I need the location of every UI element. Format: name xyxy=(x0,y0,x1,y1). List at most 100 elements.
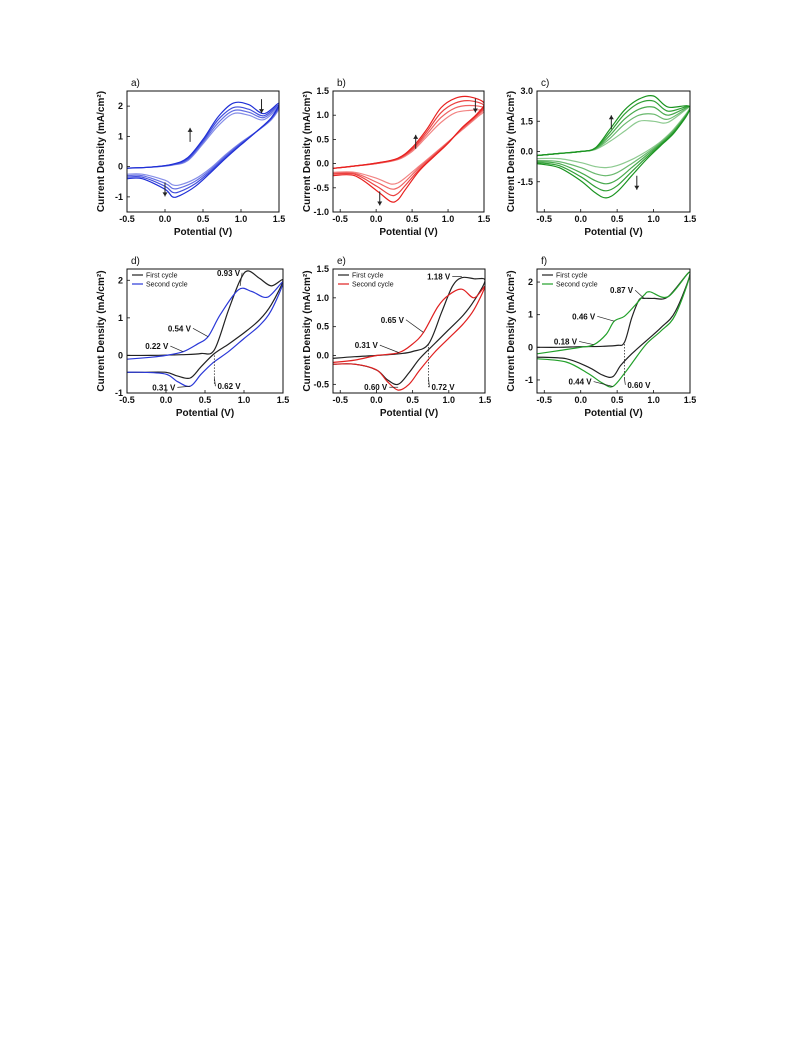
y-tick-label: 0.0 xyxy=(316,351,329,361)
y-axis-label: Current Density (mA/cm²) xyxy=(506,270,517,391)
trend-arrow-down xyxy=(634,175,640,190)
x-tick-label: 0.5 xyxy=(611,395,624,405)
svg-text:0.31 V: 0.31 V xyxy=(355,341,379,350)
legend-label: First cycle xyxy=(556,273,588,280)
series-group xyxy=(127,270,283,388)
y-tick-label: 1.0 xyxy=(316,110,329,120)
panel-c: c) -0.5 0.0 0.5 1.0 1.5 -1.5 0.0 1.5 3.0 Potential… xyxy=(506,78,696,238)
x-tick-label: 1.5 xyxy=(277,395,290,405)
x-tick-label: 1.0 xyxy=(443,395,456,405)
panel-label: e) xyxy=(337,256,346,267)
series-group xyxy=(537,271,690,388)
x-tick-label: 0.0 xyxy=(574,395,587,405)
y-axis-label: Current Density (mA/cm²) xyxy=(302,91,313,212)
series-line-3 xyxy=(537,106,690,185)
x-tick-label: 1.0 xyxy=(235,214,248,224)
trend-arrow-up xyxy=(413,134,419,149)
legend-label: Second cycle xyxy=(352,282,394,289)
series-line-2 xyxy=(537,271,690,388)
x-axis-label: Potential (V) xyxy=(176,408,234,419)
annotation: 0.60 V xyxy=(624,378,651,390)
x-tick-label: 0.0 xyxy=(160,395,173,405)
trend-arrow-down xyxy=(377,191,383,206)
y-axis-label: Current Density (mA/cm²) xyxy=(302,270,313,391)
svg-text:0.87 V: 0.87 V xyxy=(610,286,634,295)
x-tick-label: 1.5 xyxy=(479,395,492,405)
series-line-4 xyxy=(333,95,484,203)
annotation: 0.31 V xyxy=(355,341,399,353)
y-tick-label: -1.0 xyxy=(313,207,329,217)
x-axis-label: Potential (V) xyxy=(584,227,642,238)
y-tick-label: 0.0 xyxy=(520,147,533,157)
x-tick-label: 0.0 xyxy=(370,395,383,405)
trend-arrow-down xyxy=(162,182,168,197)
legend-label: First cycle xyxy=(352,273,384,280)
annotation: 0.18 V xyxy=(554,337,594,346)
svg-text:0.22 V: 0.22 V xyxy=(145,342,169,351)
y-tick-label: 0.5 xyxy=(316,322,329,332)
panel-b: b)-0.5 0.0 0.5 1.0 1.5-1.0-0.50.00.51.01.5Po… xyxy=(302,78,490,238)
trend-arrow-down xyxy=(259,99,265,114)
y-axis-label: Current Density (mA/cm²) xyxy=(506,91,517,212)
series-group xyxy=(333,276,485,391)
series-line-5 xyxy=(537,94,690,199)
series-group xyxy=(127,101,279,198)
x-tick-label: 0.5 xyxy=(199,395,212,405)
x-tick-label: -0.5 xyxy=(332,214,348,224)
series-group xyxy=(333,95,484,203)
plot-frame xyxy=(536,268,691,394)
annotation: 0.31 V xyxy=(152,383,191,392)
trend-arrow-up xyxy=(608,115,614,130)
y-tick-label: -0.5 xyxy=(313,379,329,389)
annotation: 1.18 V xyxy=(427,272,462,281)
x-tick-label: 0.5 xyxy=(197,214,210,224)
annotation: 0.93 V xyxy=(217,269,243,286)
annotation: 0.46 V xyxy=(572,312,615,322)
svg-text:0.44 V: 0.44 V xyxy=(569,378,593,387)
x-axis-label: Potential (V) xyxy=(379,227,437,238)
panel-label: c) xyxy=(541,78,549,89)
series-group xyxy=(537,94,690,199)
x-tick-label: -0.5 xyxy=(332,395,348,405)
y-tick-label: 0.5 xyxy=(316,134,329,144)
panel-e: e) 1.18 V 0.65 V 0.31 V 0.60 V 0.72 V First cy… xyxy=(302,256,491,419)
x-tick-label: -0.5 xyxy=(119,395,135,405)
series-line-1 xyxy=(333,276,485,386)
y-tick-label: 1 xyxy=(528,310,533,320)
x-tick-label: 1.5 xyxy=(273,214,286,224)
x-axis-label: Potential (V) xyxy=(380,408,438,419)
x-axis-label: Potential (V) xyxy=(174,227,232,238)
x-tick-label: 1.5 xyxy=(478,214,491,224)
y-tick-label: -1 xyxy=(115,192,123,202)
x-tick-label: 0.0 xyxy=(370,214,383,224)
annotation: 0.54 V xyxy=(168,324,209,337)
y-tick-label: -1 xyxy=(525,375,533,385)
series-line-4 xyxy=(537,99,690,192)
plot-frame xyxy=(332,90,485,213)
panel-label: b) xyxy=(337,78,346,89)
legend-label: Second cycle xyxy=(556,282,598,289)
legend-label: First cycle xyxy=(146,273,178,280)
y-tick-label: 2 xyxy=(118,275,123,285)
y-tick-label: -1.5 xyxy=(517,177,533,187)
plot-frame xyxy=(332,268,486,394)
y-tick-label: -0.5 xyxy=(313,183,329,193)
y-tick-label: 0 xyxy=(528,342,533,352)
panel-label: f) xyxy=(541,256,547,267)
x-tick-label: 1.0 xyxy=(442,214,455,224)
annotation: 0.60 V xyxy=(364,383,399,392)
panel-d: d) 0.93 V 0.54 V 0.22 V 0.31 V 0.62 V First cy… xyxy=(96,256,289,419)
svg-text:0.18 V: 0.18 V xyxy=(554,337,578,346)
svg-text:0.54 V: 0.54 V xyxy=(168,324,192,333)
y-tick-label: 1.0 xyxy=(316,293,329,303)
y-tick-label: 1.5 xyxy=(316,86,329,96)
panel-f: f) 0.87 V 0.46 V 0.18 V 0.44 V 0.60 V First cy… xyxy=(506,256,696,419)
series-line-1 xyxy=(127,270,283,380)
legend-label: Second cycle xyxy=(146,282,188,289)
panel-label: d) xyxy=(131,256,140,267)
panel-label: a) xyxy=(131,78,140,89)
svg-text:0.60 V: 0.60 V xyxy=(364,383,388,392)
series-line-2 xyxy=(127,281,283,388)
x-tick-label: 0.0 xyxy=(574,214,587,224)
